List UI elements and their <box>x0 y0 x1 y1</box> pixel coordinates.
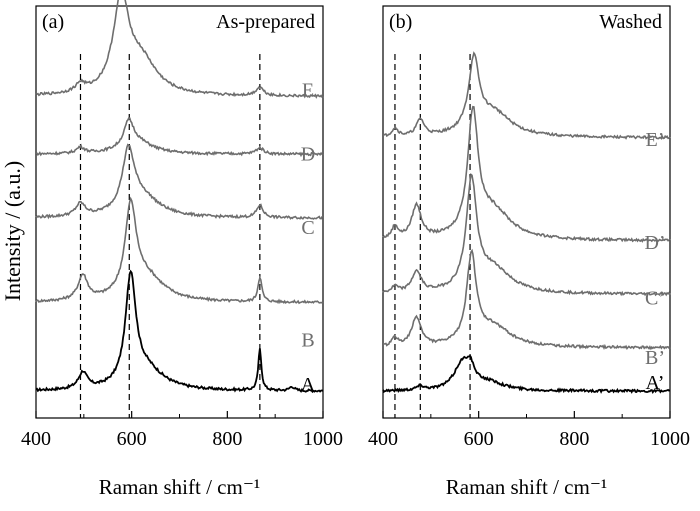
series-label: C <box>301 217 314 239</box>
x-tick-label: 800 <box>559 428 589 450</box>
series-label: C’ <box>645 287 665 309</box>
series-label: B <box>301 330 314 352</box>
x-tick-label: 800 <box>212 428 242 450</box>
spectrum-line-2 <box>382 172 671 297</box>
panel-title: As-prepared <box>216 11 315 33</box>
series-label: E <box>302 80 314 102</box>
spectrum-line-1 <box>35 196 324 305</box>
x-tick-label: 600 <box>117 428 147 450</box>
x-tick-label: 1000 <box>650 428 690 450</box>
series-label: A’ <box>646 372 665 394</box>
x-tick-label: 1000 <box>303 428 343 450</box>
x-axis-label: Raman shift / cm⁻¹ <box>99 475 260 499</box>
spectrum-line-4 <box>382 51 671 140</box>
spectrum-line-1 <box>383 248 671 351</box>
x-tick-label: 400 <box>21 428 51 450</box>
panel-label: (a) <box>42 11 64 33</box>
panel-b: 400 600 800 1000 Raman shift / cm⁻¹ (b) Washed… <box>368 5 690 499</box>
series-label: D’ <box>644 232 665 254</box>
series-label: D <box>301 143 315 165</box>
series-label: E’ <box>646 129 665 151</box>
x-axis-label: Raman shift / cm⁻¹ <box>446 475 607 499</box>
panel-a: 400 600 800 1000 Raman shift / cm⁻¹ (a) As-pre… <box>21 0 343 499</box>
panel-title: Washed <box>599 11 662 33</box>
spectrum-line-0 <box>382 354 671 394</box>
series-label: B’ <box>645 347 665 369</box>
x-tick-label: 600 <box>464 428 494 450</box>
spectrum-line-0 <box>35 269 324 394</box>
spectrum-line-3 <box>35 117 324 158</box>
plot-frame <box>382 5 671 419</box>
spectrum-line-2 <box>35 143 324 220</box>
x-tick-label: 400 <box>368 428 398 450</box>
series-label: A <box>301 374 316 396</box>
spectrum-line-3 <box>382 105 671 243</box>
panel-label: (b) <box>389 11 412 33</box>
spectrum-line-4 <box>35 0 324 99</box>
y-axis-label: Intensity / (a.u.) <box>0 161 25 302</box>
